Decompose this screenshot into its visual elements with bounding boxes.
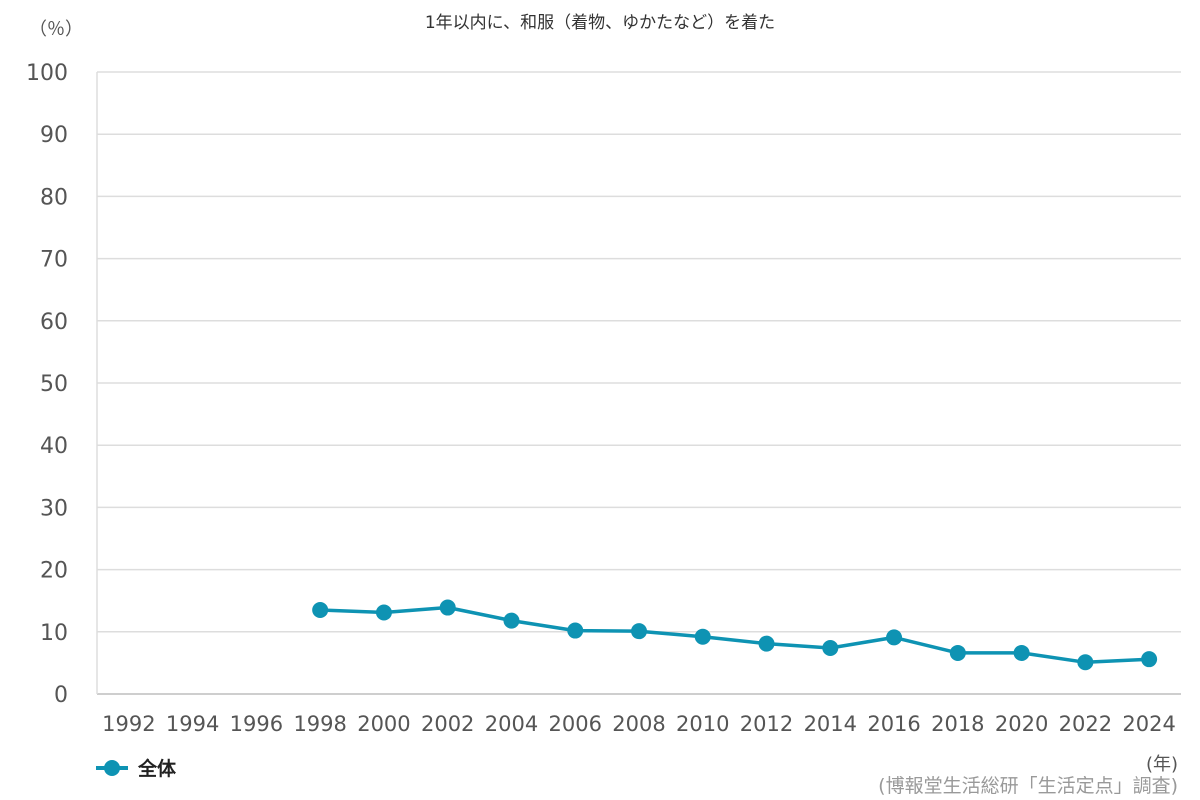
data-point bbox=[375, 604, 392, 621]
x-tick-label: 1992 bbox=[102, 712, 155, 736]
y-tick-label: 10 bbox=[40, 621, 68, 646]
x-tick-label: 2024 bbox=[1122, 712, 1175, 736]
data-point bbox=[949, 644, 966, 661]
x-tick-label: 2018 bbox=[931, 712, 984, 736]
y-tick-label: 50 bbox=[40, 372, 68, 397]
x-tick-label: 1996 bbox=[230, 712, 283, 736]
x-tick-label: 1998 bbox=[293, 712, 346, 736]
x-tick-label: 2002 bbox=[421, 712, 474, 736]
x-tick-label: 2004 bbox=[485, 712, 538, 736]
y-tick-label: 60 bbox=[40, 310, 68, 335]
data-point bbox=[822, 639, 839, 656]
data-point bbox=[886, 629, 903, 646]
legend: 全体 bbox=[96, 757, 177, 780]
y-axis-ticks: 0 10 20 30 40 50 60 70 80 90 100 bbox=[26, 61, 68, 708]
x-tick-label: 2014 bbox=[804, 712, 857, 736]
x-tick-label: 2008 bbox=[612, 712, 665, 736]
data-point bbox=[567, 622, 584, 639]
data-point bbox=[758, 635, 775, 652]
legend-label: 全体 bbox=[137, 757, 177, 780]
y-tick-label: 70 bbox=[40, 248, 68, 273]
data-point bbox=[503, 612, 520, 629]
x-tick-label: 2006 bbox=[549, 712, 602, 736]
data-point bbox=[312, 602, 329, 619]
y-tick-label: 90 bbox=[40, 123, 68, 148]
data-point bbox=[1141, 651, 1158, 668]
data-point bbox=[1077, 654, 1094, 671]
y-tick-label: 20 bbox=[40, 559, 68, 584]
data-point bbox=[631, 623, 647, 640]
data-point bbox=[1013, 644, 1030, 661]
x-tick-label: 2010 bbox=[676, 712, 729, 736]
source-note: (博報堂生活総研「生活定点」調査) bbox=[878, 775, 1178, 797]
y-tick-label: 0 bbox=[54, 683, 68, 708]
grid bbox=[96, 71, 1181, 695]
chart-title: 1年以内に、和服（着物、ゆかたなど）を着た bbox=[425, 13, 775, 33]
y-unit-label: （％） bbox=[29, 19, 83, 40]
y-tick-label: 80 bbox=[40, 185, 68, 210]
x-tick-label: 2016 bbox=[867, 712, 920, 736]
x-unit-label: (年) bbox=[1146, 754, 1178, 775]
x-tick-label: 2022 bbox=[1059, 712, 1112, 736]
y-tick-label: 30 bbox=[40, 496, 68, 521]
data-point bbox=[694, 628, 711, 645]
x-tick-label: 1994 bbox=[166, 712, 219, 736]
x-tick-label: 2012 bbox=[740, 712, 793, 736]
series-line bbox=[320, 605, 1150, 665]
x-tick-label: 2020 bbox=[995, 712, 1048, 736]
x-axis-ticks: 1992 1994 1996 1998 2000 2002 2004 2006 2008 2010… bbox=[102, 712, 1176, 736]
y-tick-label: 100 bbox=[26, 61, 68, 86]
y-tick-label: 40 bbox=[40, 434, 68, 459]
x-tick-label: 2000 bbox=[357, 712, 410, 736]
data-point bbox=[439, 599, 456, 616]
series-layer bbox=[312, 599, 1158, 671]
legend-marker bbox=[104, 760, 120, 776]
